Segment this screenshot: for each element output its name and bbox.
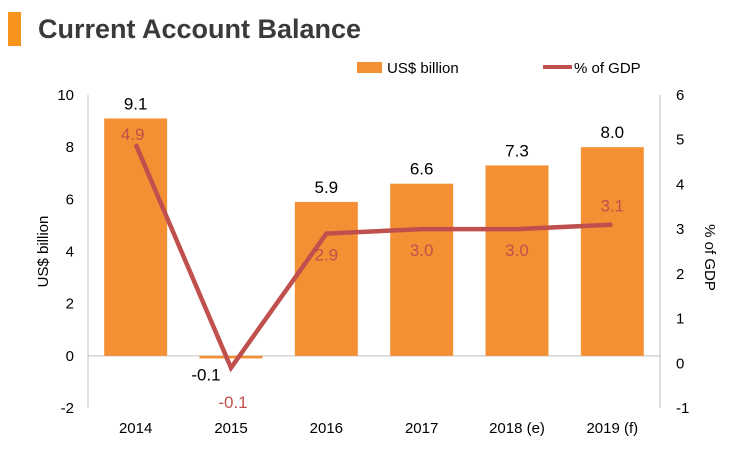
- y2-tick-label: 1: [676, 311, 684, 328]
- y2-tick-label: 6: [676, 87, 684, 104]
- y-tick-label: 8: [66, 139, 74, 156]
- bar-value-label: -0.1: [191, 365, 220, 384]
- bar-value-label: 5.9: [315, 178, 339, 197]
- x-tick-label: 2017: [405, 420, 438, 437]
- legend: US$ billion % of GDP: [357, 60, 641, 77]
- bar: [199, 355, 263, 359]
- legend-swatch-us-billion: [357, 62, 382, 73]
- pct-gdp-line: [133, 143, 613, 373]
- pct-value-label: 4.9: [121, 125, 145, 144]
- y2-tick-label: 2: [676, 266, 684, 283]
- bar-value-label: 6.6: [410, 160, 434, 179]
- bar-value-label: 9.1: [124, 94, 148, 113]
- y-tick-label: -2: [61, 400, 74, 417]
- bar: [390, 183, 454, 356]
- x-tick-label: 2014: [119, 420, 152, 437]
- y2-tick-label: -1: [676, 400, 689, 417]
- y-tick-label: 6: [66, 191, 74, 208]
- x-tick-label: 2018 (e): [489, 420, 545, 437]
- y-tick-label: 0: [66, 348, 74, 365]
- y-tick-label: 2: [66, 296, 74, 313]
- y2-tick-label: 0: [676, 355, 684, 372]
- legend-label-pct-gdp: % of GDP: [574, 60, 641, 77]
- bar: [104, 118, 168, 356]
- x-tick-label: 2016: [310, 420, 343, 437]
- pct-value-label: -0.1: [218, 393, 247, 412]
- y-tick-label: 10: [57, 87, 74, 104]
- pct-value-label: 3.0: [410, 241, 434, 260]
- bar: [485, 165, 549, 356]
- x-tick-label: 2019 (f): [586, 420, 638, 437]
- pct-value-label: 3.1: [601, 197, 625, 216]
- legend-label-us-billion: US$ billion: [387, 60, 459, 77]
- y-axis-title: US$ billion: [35, 216, 52, 288]
- y2-tick-label: 5: [676, 132, 684, 149]
- pct-value-label: 2.9: [315, 246, 339, 265]
- bar-value-label: 8.0: [601, 123, 625, 142]
- bar: [580, 147, 644, 356]
- y2-tick-label: 3: [676, 221, 684, 238]
- title-accent-bar: [8, 12, 21, 46]
- pct-value-label: 3.0: [505, 241, 529, 260]
- bar: [294, 201, 358, 356]
- bar-value-label: 7.3: [505, 141, 529, 160]
- y2-axis-title: % of GDP: [701, 224, 718, 291]
- y-tick-label: 4: [66, 244, 74, 261]
- x-tick-label: 2015: [214, 420, 247, 437]
- page-title: Current Account Balance: [38, 14, 362, 44]
- y2-tick-label: 4: [676, 176, 684, 193]
